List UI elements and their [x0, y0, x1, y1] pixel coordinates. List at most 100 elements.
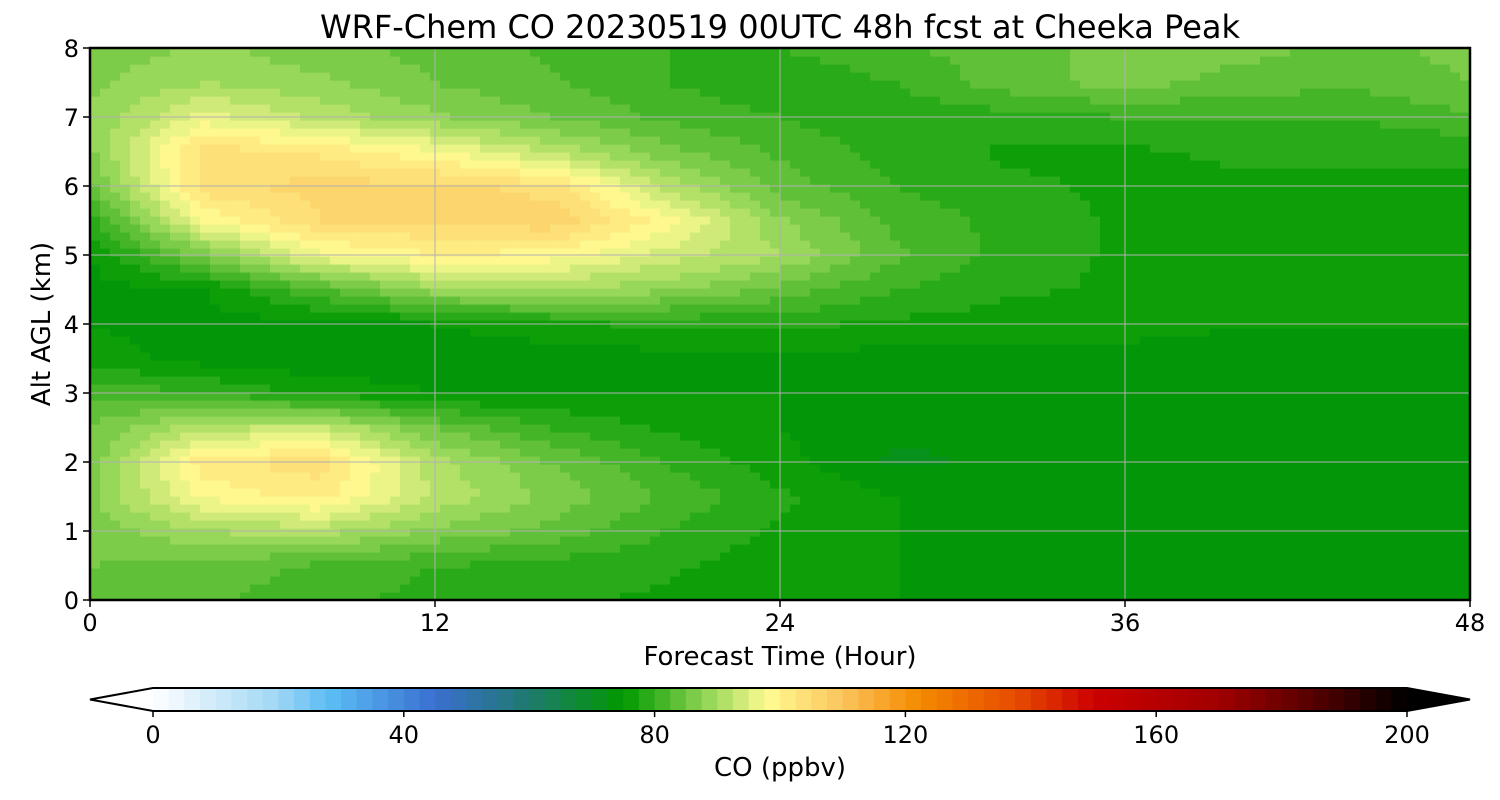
heatmap-cell [550, 448, 561, 457]
heatmap-cell [320, 416, 331, 425]
heatmap-cell [680, 464, 691, 473]
heatmap-cell [390, 328, 401, 337]
heatmap-cell [250, 432, 261, 441]
heatmap-cell [760, 552, 771, 561]
heatmap-cell [990, 488, 1001, 497]
heatmap-cell [1450, 568, 1461, 577]
heatmap-cell [210, 376, 221, 385]
heatmap-cell [300, 520, 311, 529]
heatmap-cell [420, 560, 431, 569]
heatmap-cell [360, 528, 371, 537]
heatmap-cell [320, 440, 331, 449]
heatmap-cell [570, 376, 581, 385]
heatmap-cell [320, 560, 331, 569]
heatmap-cell [1110, 512, 1121, 521]
heatmap-cell [90, 464, 101, 473]
heatmap-cell [240, 592, 251, 600]
heatmap-cell [800, 512, 811, 521]
heatmap-cell [650, 568, 661, 577]
heatmap-cell [1040, 520, 1051, 529]
heatmap-cell [630, 416, 641, 425]
heatmap-cell [1310, 344, 1321, 353]
heatmap-cell [370, 400, 381, 409]
heatmap-cell [1400, 360, 1411, 369]
heatmap-cell [760, 408, 771, 417]
heatmap-cell [500, 432, 511, 441]
heatmap-cell [770, 376, 781, 385]
heatmap-cell [1300, 520, 1311, 529]
heatmap-cell [140, 392, 151, 401]
heatmap-cell [1460, 464, 1470, 473]
heatmap-cell [120, 536, 131, 545]
heatmap-cell [910, 576, 921, 585]
heatmap-cell [940, 400, 951, 409]
heatmap-cell [490, 328, 501, 337]
heatmap-cell [990, 496, 1001, 505]
heatmap-cell [1430, 480, 1441, 489]
heatmap-cell [450, 336, 461, 345]
heatmap-cell [1190, 400, 1201, 409]
heatmap-cell [800, 392, 811, 401]
heatmap-cell [350, 432, 361, 441]
heatmap-cell [1430, 376, 1441, 385]
heatmap-cell [640, 496, 651, 505]
heatmap-cell [530, 520, 541, 529]
heatmap-cell [390, 408, 401, 417]
heatmap-cell [970, 328, 981, 337]
heatmap-cell [1400, 552, 1411, 561]
heatmap-cell [90, 584, 101, 593]
heatmap-cell [410, 400, 421, 409]
heatmap-cell [1000, 448, 1011, 457]
heatmap-cell [870, 344, 881, 353]
heatmap-cell [1400, 392, 1411, 401]
heatmap-cell [1010, 456, 1021, 465]
heatmap-cell [510, 416, 521, 425]
heatmap-cell [660, 408, 671, 417]
heatmap-cell [410, 424, 421, 433]
heatmap-cell [680, 456, 691, 465]
heatmap-cell [730, 328, 741, 337]
heatmap-cell [790, 328, 801, 337]
heatmap-cell [690, 496, 701, 505]
heatmap-cell [1280, 536, 1291, 545]
heatmap-cell [570, 416, 581, 425]
heatmap-cell [1280, 592, 1291, 600]
heatmap-cell [980, 592, 991, 600]
heatmap-cell [420, 552, 431, 561]
heatmap-cell [1420, 408, 1431, 417]
heatmap-cell [580, 344, 591, 353]
heatmap-cell [550, 368, 561, 377]
heatmap-cell [1410, 432, 1421, 441]
heatmap-cell [780, 480, 791, 489]
heatmap-cell [590, 576, 601, 585]
heatmap-cell [490, 440, 501, 449]
heatmap-cell [200, 544, 211, 553]
heatmap-cell [620, 440, 631, 449]
heatmap-cell [720, 384, 731, 393]
heatmap-cell [370, 480, 381, 489]
heatmap-cell [1130, 576, 1141, 585]
heatmap-cell [590, 336, 601, 345]
heatmap-cell [710, 448, 721, 457]
heatmap-cell [890, 480, 901, 489]
heatmap-cell [240, 440, 251, 449]
heatmap-cell [150, 384, 161, 393]
heatmap-cell [530, 352, 541, 361]
heatmap-cell [170, 328, 181, 337]
heatmap-cell [1030, 432, 1041, 441]
heatmap-cell [1390, 528, 1401, 537]
heatmap-cell [990, 448, 1001, 457]
heatmap-cell [880, 408, 891, 417]
heatmap-cell [180, 496, 191, 505]
heatmap-cell [260, 480, 271, 489]
heatmap-cell [1380, 344, 1391, 353]
heatmap-cell [1450, 440, 1461, 449]
heatmap-cell [750, 480, 761, 489]
heatmap-cell [510, 408, 521, 417]
heatmap-cell [1460, 432, 1470, 441]
heatmap-cell [1380, 544, 1391, 553]
heatmap-cell [770, 392, 781, 401]
heatmap-cell [870, 368, 881, 377]
heatmap-cell [490, 456, 501, 465]
heatmap-cell [180, 568, 191, 577]
